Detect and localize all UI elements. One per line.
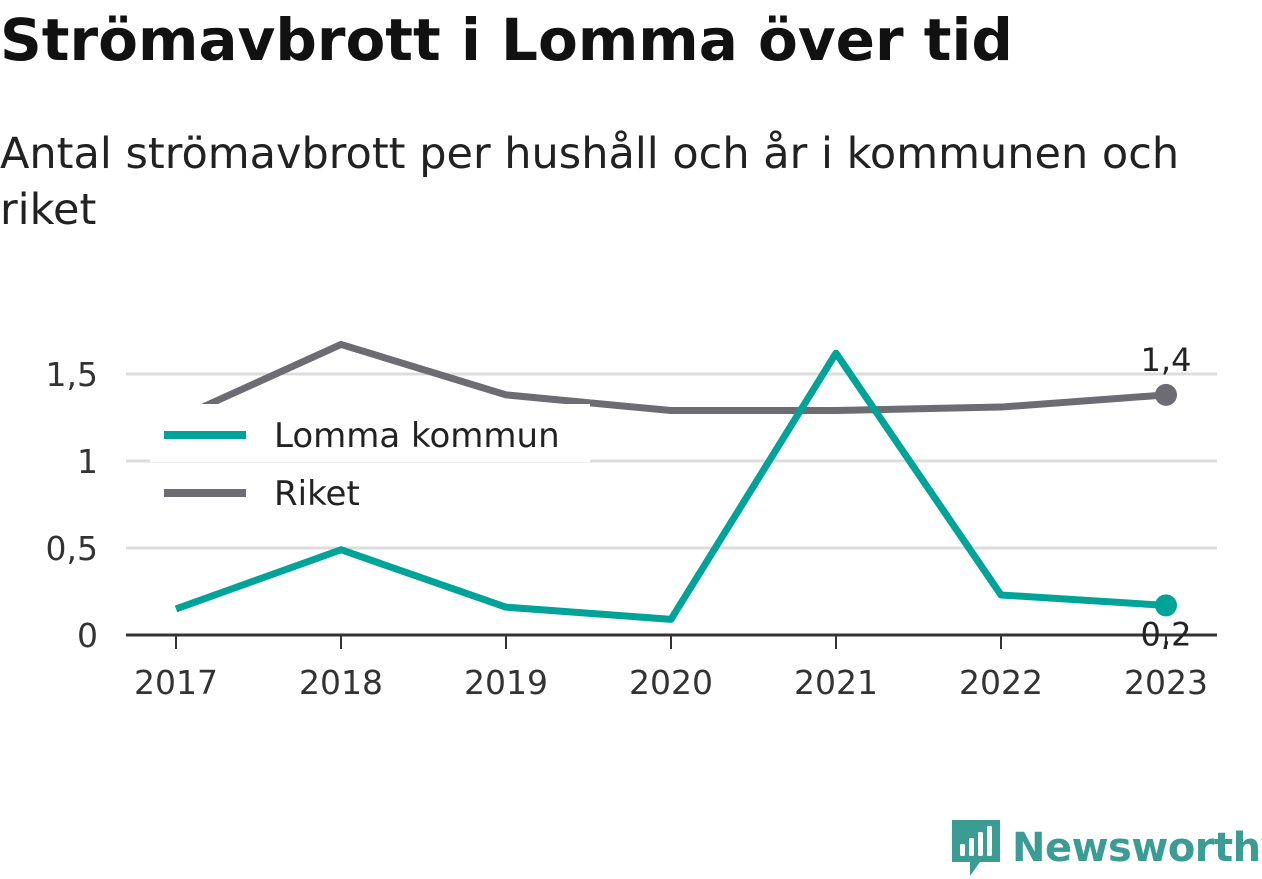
x-tick-label: 2019 xyxy=(464,663,548,702)
legend: Lomma kommun Riket xyxy=(150,404,590,514)
x-tick-label: 2017 xyxy=(134,663,218,702)
newsworthy-logo-icon xyxy=(952,820,1000,876)
y-tick-label: 0,5 xyxy=(46,529,98,568)
series-line-0 xyxy=(174,349,1167,623)
y-tick-label: 1 xyxy=(77,442,98,481)
x-tick-label: 2021 xyxy=(794,663,878,702)
legend-label: Riket xyxy=(274,474,360,514)
brand-name: Newsworthy xyxy=(1012,825,1262,871)
series-lines xyxy=(174,340,1177,623)
x-tick-label: 2020 xyxy=(629,663,713,702)
chart-title: Strömavbrott i Lomma över tid xyxy=(0,6,1013,74)
data-labels: 0,2 1,4 xyxy=(1141,341,1192,654)
chart-subtitle: Antal strömavbrott per hushåll och år i … xyxy=(0,129,1180,235)
x-tick-label: 2022 xyxy=(959,663,1043,702)
end-value-label: 1,4 xyxy=(1141,341,1192,379)
series-end-point-0 xyxy=(1155,594,1177,617)
y-tick-label: 0 xyxy=(77,616,98,655)
newsworthy-logo: Newsworthy xyxy=(950,818,1262,878)
legend-label: Lomma kommun xyxy=(274,416,560,456)
end-value-label: 0,2 xyxy=(1141,615,1192,653)
series-end-point-1 xyxy=(1155,383,1177,406)
x-tick-label: 2023 xyxy=(1124,663,1208,702)
y-tick-label: 1,5 xyxy=(46,355,98,394)
axes: 0 0,5 1 1,5 2017 2018 2019 2020 2021 2022 2023 xyxy=(46,355,1217,702)
series-line-1 xyxy=(174,340,1167,423)
x-tick-label: 2018 xyxy=(299,663,383,702)
